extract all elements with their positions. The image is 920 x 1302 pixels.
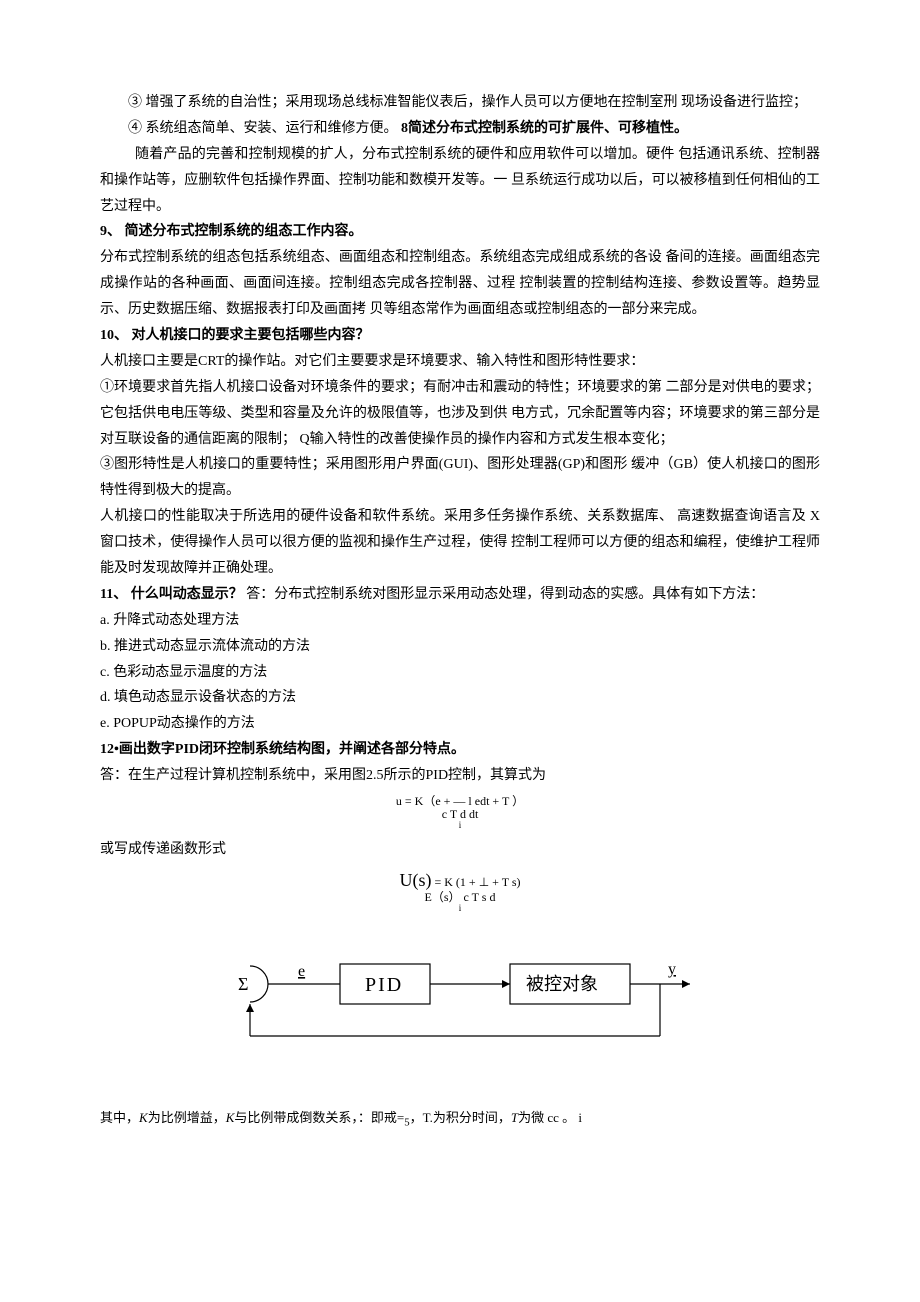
fn-t1: 为比例增益， <box>148 1110 226 1125</box>
arrow-to-plant <box>502 980 510 988</box>
summing-arc <box>250 966 268 1002</box>
q12-answer: 答：在生产过程计算机控制系统中，采用图2.5所示的PID控制，其算式为 <box>100 763 820 789</box>
formula-2-top: U(s) = K (1 + ⊥ + T s) <box>100 871 820 891</box>
q11-answer: 答：分布式控制系统对图形显示采用动态处理，得到动态的实感。具体有如下方法： <box>243 587 765 602</box>
q10-c: ③图形特性是人机接口的重要特性；采用图形用户界面(GUI)、图形处理器(GP)和… <box>100 452 820 504</box>
fn-t4: 为微 cc 。 i <box>518 1110 582 1125</box>
q11-title: 11、 什么叫动态显示？ <box>100 587 243 602</box>
formula-2-us: U(s) <box>400 870 432 890</box>
fn-t2: 与比例带成倒数关系，：即戒= <box>234 1110 404 1125</box>
q8-body: 随着产品的完善和控制规模的扩人，分布式控制系统的硬件和应用软件可以增加。硬件 包… <box>100 142 820 220</box>
signal-y: y <box>668 961 676 978</box>
formula-1: u = K（e + — l edt + T ） c T d dt i <box>100 795 820 831</box>
summing-label: Σ <box>238 974 248 994</box>
pid-diagram: Σ e PID 被控对象 y <box>100 926 820 1066</box>
q9-title: 9、 简述分布式控制系统的组态工作内容。 <box>100 219 820 245</box>
q10-b: ①环境要求首先指人机接口设备对环境条件的要求；有耐冲击和震动的特性；环境要求的第… <box>100 375 820 453</box>
fn-t3: ，T.为积分时间， <box>410 1110 511 1125</box>
signal-e: e <box>298 963 305 980</box>
q11-item-d: d. 填色动态显示设备状态的方法 <box>100 685 820 711</box>
plant-label: 被控对象 <box>526 974 598 994</box>
fn-pre: 其中， <box>100 1110 139 1125</box>
paragraph-point-3: ③ 增强了系统的自治性；采用现场总线标准智能仪表后，操作人员可以方便地在控制室刑… <box>100 90 820 116</box>
arrow-y <box>682 980 690 988</box>
p4-prefix: ④ 系统组态简单、安装、运行和维修方便。 <box>128 121 401 136</box>
q8-title: 8简述分布式控制系统的可扩展件、可移植性。 <box>401 121 688 136</box>
q9-body: 分布式控制系统的组态包括系统组态、画面组态和控制组态。系统组态完成组成系统的各设… <box>100 245 820 323</box>
q11-item-b: b. 推进式动态显示流体流动的方法 <box>100 634 820 660</box>
formula-2-eq: = K (1 + ⊥ + T s) <box>432 875 521 889</box>
q11-item-c: c. 色彩动态显示温度的方法 <box>100 660 820 686</box>
q10-a: 人机接口主要是CRT的操作站。对它们主要要求是环境要求、输入特性和图形特性要求： <box>100 349 820 375</box>
q10-title: 10、 对人机接口的要求主要包括哪些内容？ <box>100 323 820 349</box>
fn-k1: K <box>139 1110 148 1125</box>
formula-2-i: i <box>100 904 820 914</box>
footnote: 其中，K为比例增益，K与比例带成倒数关系，：即戒=5，T.为积分时间，T为微 c… <box>100 1106 820 1133</box>
q11-line: 11、 什么叫动态显示？ 答：分布式控制系统对图形显示采用动态处理，得到动态的实… <box>100 582 820 608</box>
q11-item-e: e. POPUP动态操作的方法 <box>100 711 820 737</box>
q10-d: 人机接口的性能取决于所选用的硬件设备和软件系统。采用多任务操作系统、关系数据库、… <box>100 504 820 582</box>
q11-item-a: a. 升降式动态处理方法 <box>100 608 820 634</box>
arrow-feedback <box>246 1004 254 1012</box>
q12-title: 12•画出数字PID闭环控制系统结构图，并阐述各部分特点。 <box>100 737 820 763</box>
formula-1-i: i <box>100 821 820 831</box>
pid-diagram-svg: Σ e PID 被控对象 y <box>220 926 700 1056</box>
transfer-label: 或写成传递函数形式 <box>100 837 820 863</box>
pid-label: PID <box>365 974 403 996</box>
paragraph-point-4: ④ 系统组态简单、安装、运行和维修方便。 8简述分布式控制系统的可扩展件、可移植… <box>100 116 820 142</box>
formula-2: U(s) = K (1 + ⊥ + T s) E（s） c T s d i <box>100 871 820 914</box>
